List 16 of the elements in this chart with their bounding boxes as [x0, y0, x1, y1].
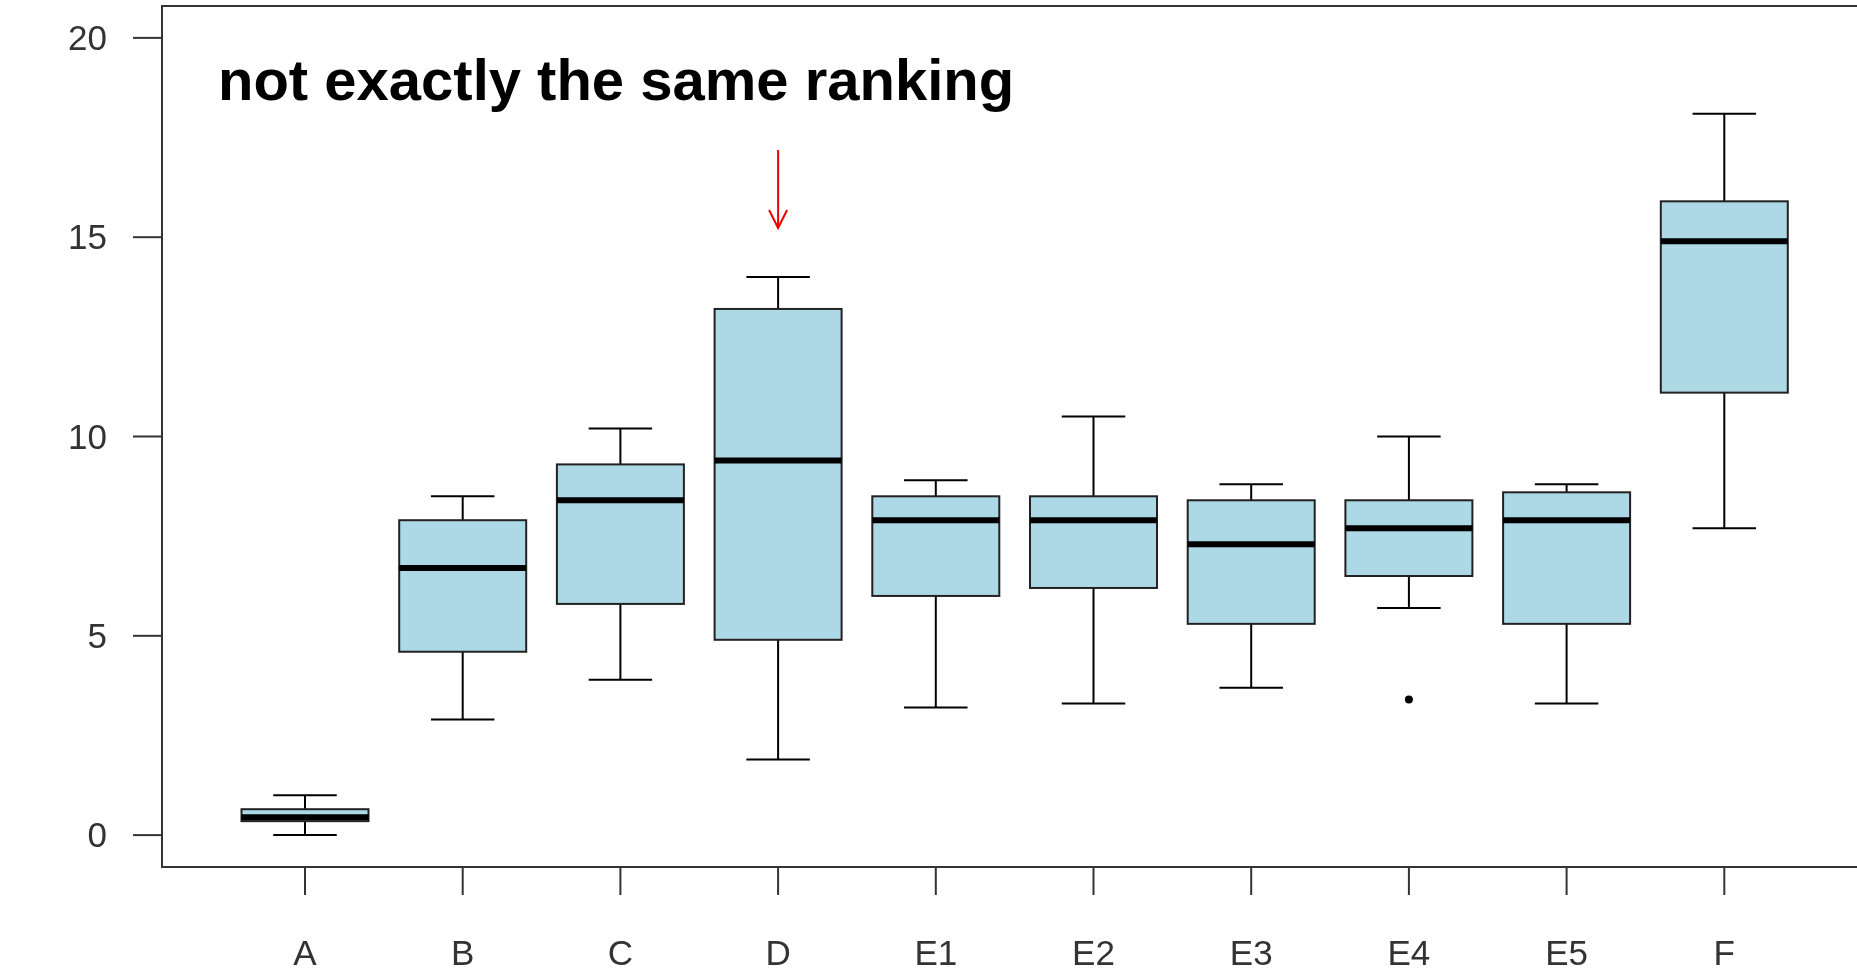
- x-tick-label: E5: [1545, 933, 1589, 973]
- x-tick-label: B: [451, 933, 475, 973]
- x-tick-label: E4: [1387, 933, 1431, 973]
- x-tick-label: E3: [1229, 933, 1273, 973]
- x-tick-label: E2: [1072, 933, 1115, 973]
- y-tick-label: 20: [68, 18, 107, 58]
- x-tick-label: D: [765, 933, 791, 973]
- x-tick-label: E1: [914, 933, 958, 973]
- x-tick-label: C: [607, 933, 634, 973]
- annotation: not exactly the same ranking: [218, 47, 1015, 112]
- y-tick-label: 5: [87, 616, 107, 656]
- y-tick-label: 15: [68, 217, 107, 257]
- y-tick-label: 0: [87, 815, 107, 855]
- x-tick-label: A: [293, 933, 318, 973]
- y-tick-label: 10: [68, 416, 107, 456]
- x-tick-label: F: [1713, 933, 1735, 973]
